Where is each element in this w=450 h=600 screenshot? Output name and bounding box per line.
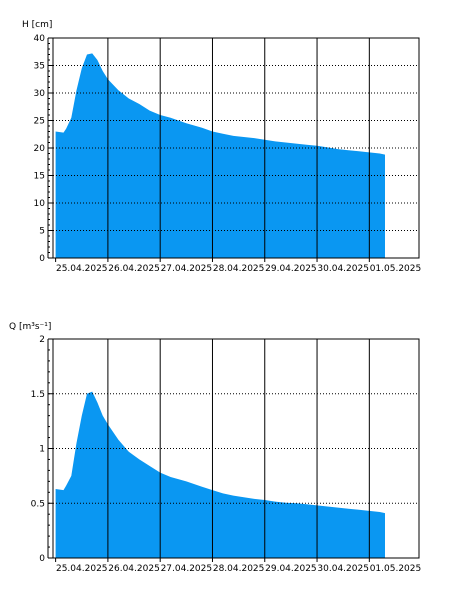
water-level-grid-layer	[53, 38, 419, 258]
water-level-x-tick-label-1: 26.04.2025	[108, 264, 160, 274]
discharge-grid-layer	[53, 339, 419, 558]
water-level-axis-layer: 0 5 10 15 20 25 30 35 40 25.04.2025 26.04.2025 27.0…	[34, 34, 422, 274]
discharge-y-tick-label-2: 1	[39, 445, 45, 455]
discharge-y-tick-label-1: 0.5	[31, 499, 45, 509]
discharge-y-tick-label-4: 2	[39, 335, 45, 345]
discharge-area-series-0	[55, 391, 385, 558]
water-level-x-tick-label-3: 28.04.2025	[213, 264, 265, 274]
water-level-y-tick-label-5: 25	[34, 117, 45, 127]
water-level-x-tick-label-0: 25.04.2025	[56, 264, 108, 274]
discharge-x-tick-label-3: 28.04.2025	[213, 564, 265, 574]
water-level-x-tick-label-4: 29.04.2025	[265, 264, 317, 274]
discharge-area-layer	[55, 391, 385, 558]
water-level-x-tick-label-6: 01.05.2025	[370, 264, 422, 274]
water-level-chart: H [cm] 0 5 10 15 20 25 30 35 40 25.04.2025 26.04.2…	[22, 20, 421, 274]
water-level-y-tick-label-6: 30	[34, 89, 46, 99]
discharge-y-tick-label-0: 0	[39, 554, 45, 564]
water-level-y-tick-label-8: 40	[34, 34, 46, 44]
water-level-y-tick-label-0: 0	[39, 254, 45, 264]
water-level-y-tick-label-4: 20	[34, 144, 46, 154]
discharge-y-axis-label: Q [m³s⁻¹]	[9, 322, 51, 332]
water-level-x-tick-label-5: 30.04.2025	[317, 264, 369, 274]
discharge-x-tick-label-1: 26.04.2025	[108, 564, 160, 574]
discharge-y-tick-label-3: 1.5	[31, 390, 45, 400]
water-level-y-axis-label: H [cm]	[22, 20, 52, 30]
discharge-x-tick-label-5: 30.04.2025	[317, 564, 369, 574]
discharge-x-tick-label-4: 29.04.2025	[265, 564, 317, 574]
discharge-x-tick-label-0: 25.04.2025	[56, 564, 108, 574]
water-level-y-tick-label-7: 35	[34, 62, 45, 72]
water-level-area-layer	[55, 53, 385, 259]
water-level-x-tick-label-2: 27.04.2025	[161, 264, 213, 274]
discharge-x-tick-label-2: 27.04.2025	[161, 564, 213, 574]
water-level-y-tick-label-2: 10	[34, 199, 46, 209]
water-level-y-tick-label-1: 5	[39, 227, 45, 237]
discharge-x-tick-label-6: 01.05.2025	[370, 564, 422, 574]
water-level-area-series-0	[55, 53, 385, 259]
water-level-y-tick-label-3: 15	[34, 172, 45, 182]
